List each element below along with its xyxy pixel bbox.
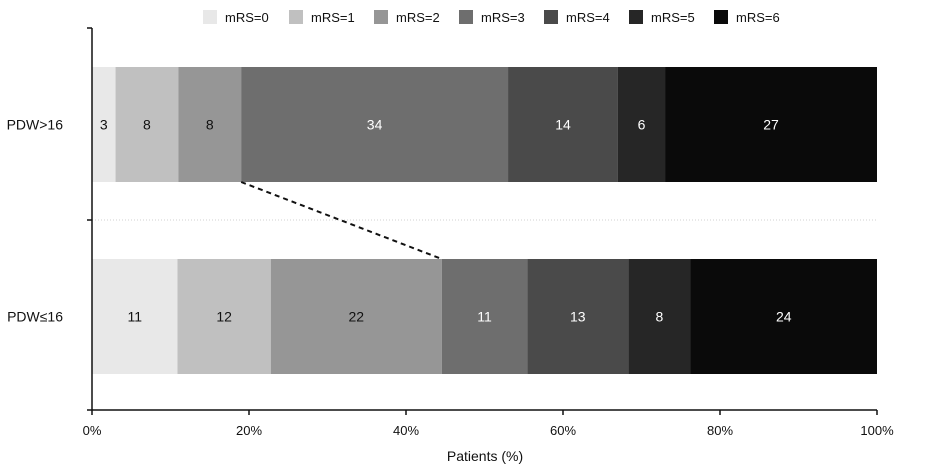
bar-segment: [178, 67, 242, 182]
data-label: 11: [127, 309, 142, 325]
data-label: 12: [216, 309, 232, 325]
legend-swatch: [629, 10, 643, 24]
bar-segment: [115, 67, 179, 182]
data-label: 11: [477, 309, 492, 325]
legend-swatch: [544, 10, 558, 24]
bar-segment: [617, 67, 666, 182]
legend-label: mRS=1: [311, 10, 355, 25]
data-label: 6: [638, 117, 646, 133]
legend-swatch: [374, 10, 388, 24]
legend-label: mRS=4: [566, 10, 610, 25]
legend-swatch: [459, 10, 473, 24]
bar-segment: [177, 259, 271, 374]
data-label: 8: [143, 117, 151, 133]
bar-segment: [690, 259, 877, 374]
legend-label: mRS=3: [481, 10, 525, 25]
x-tick-label: 20%: [236, 423, 262, 438]
bars: 3 8 8 34 14 6 27 11 12 22 11 13 8 24: [92, 67, 877, 374]
bar-segment: [92, 67, 116, 182]
category-label: PDW>16: [7, 117, 64, 133]
data-label: 3: [100, 117, 108, 133]
bar-segment: [270, 259, 442, 374]
bar-segment: [92, 259, 178, 374]
bar-segment: [508, 67, 618, 182]
data-label: 34: [367, 117, 383, 133]
bar-segment: [628, 259, 691, 374]
legend-swatch: [714, 10, 728, 24]
bar-segment: [665, 67, 877, 182]
x-tick-label: 80%: [707, 423, 733, 438]
data-label: 27: [763, 117, 779, 133]
data-label: 22: [348, 309, 364, 325]
legend-label: mRS=2: [396, 10, 440, 25]
legend: mRS=0 mRS=1 mRS=2 mRS=3 mRS=4 mRS=5 mRS=6: [203, 10, 780, 25]
x-tick-label: 0%: [83, 423, 102, 438]
bar-segment: [241, 67, 509, 182]
data-label: 13: [570, 309, 586, 325]
data-label: 14: [555, 117, 571, 133]
legend-label: mRS=0: [225, 10, 269, 25]
x-tick-label: 40%: [393, 423, 419, 438]
data-label: 24: [776, 309, 792, 325]
x-tick-label: 100%: [860, 423, 894, 438]
axes: PDW>16 PDW≤16 0% 20% 40% 60% 80% 100%: [7, 27, 894, 438]
bar-segment: [527, 259, 629, 374]
data-label: 8: [655, 309, 663, 325]
data-label: 8: [206, 117, 214, 133]
legend-label: mRS=5: [651, 10, 695, 25]
legend-swatch: [289, 10, 303, 24]
legend-label: mRS=6: [736, 10, 780, 25]
legend-swatch: [203, 10, 217, 24]
bar-segment: [441, 259, 528, 374]
x-tick-label: 60%: [550, 423, 576, 438]
category-label: PDW≤16: [7, 309, 63, 325]
x-axis-title: Patients (%): [447, 448, 523, 464]
